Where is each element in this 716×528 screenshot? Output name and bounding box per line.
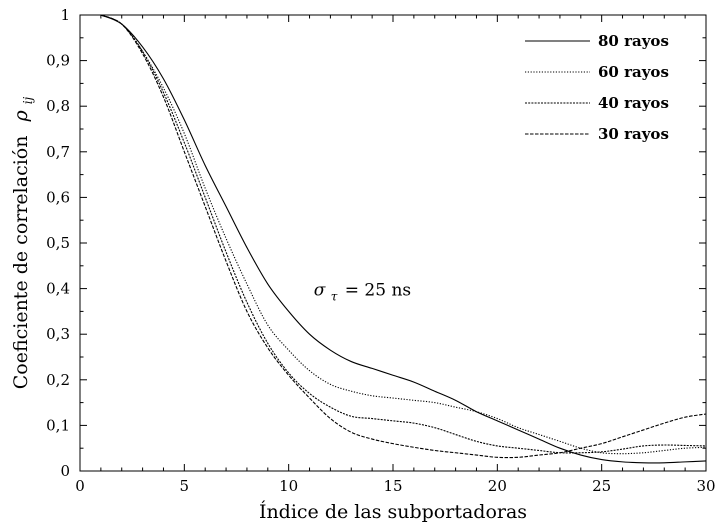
y-axis-label: Coeficiente de correlación ρ ij <box>10 96 35 389</box>
y-tick-label: 0,1 <box>46 416 70 434</box>
y-tick-label: 0,3 <box>46 325 70 343</box>
annotation-symbol: σ <box>314 280 326 300</box>
legend-label-3: 40 rayos <box>598 94 669 112</box>
legend-label-4: 30 rayos <box>598 125 669 143</box>
x-tick-label: 5 <box>180 477 190 495</box>
x-tick-label: 10 <box>279 477 298 495</box>
y-tick-label: 0,4 <box>46 280 70 298</box>
y-tick-label: 0,6 <box>46 188 70 206</box>
y-tick-label: 0,9 <box>46 52 70 70</box>
series-line-4 <box>100 14 707 459</box>
y-tick-label: 0,2 <box>46 371 70 389</box>
y-axis-label-symbol: ρ <box>10 109 32 122</box>
x-tick-labels: 0 5 10 15 20 25 30 <box>75 477 715 495</box>
series-line-1 <box>100 14 707 464</box>
legend-label-2: 60 rayos <box>598 63 669 81</box>
legend-label-1: 80 rayos <box>598 32 669 50</box>
annotation-text: = 25 ns <box>345 280 411 300</box>
y-tick-label: 1 <box>60 6 70 24</box>
y-axis-label-subscript: ij <box>21 96 35 104</box>
plot-frame <box>79 14 707 472</box>
y-tick-labels: 0 0,1 0,2 0,3 0,4 0,5 0,6 0,7 0,8 0,9 1 <box>46 6 70 480</box>
y-axis-label-text: Coeficiente de correlación <box>10 136 32 390</box>
y-tick-label: 0,7 <box>46 143 70 161</box>
y-tick-label: 0,5 <box>46 234 70 252</box>
y-tick-label: 0 <box>60 462 70 480</box>
x-tick-label: 25 <box>592 477 611 495</box>
series-lines <box>100 14 707 464</box>
x-tick-label: 0 <box>75 477 85 495</box>
series-line-3 <box>100 14 707 454</box>
y-tick-label: 0,8 <box>46 97 70 115</box>
legend: 80 rayos 60 rayos 40 rayos 30 rayos <box>525 32 669 143</box>
series-line-2 <box>100 14 707 455</box>
x-tick-label: 15 <box>383 477 402 495</box>
x-axis-label: Índice de las subportadoras <box>259 500 527 523</box>
svg-text:Coeficiente de correlación: Coeficiente de correlación ρ ij <box>10 96 35 389</box>
sigma-annotation: σ τ = 25 ns <box>314 280 411 305</box>
annotation-subscript: τ <box>331 289 338 303</box>
x-tick-label: 30 <box>696 477 715 495</box>
x-tick-label: 20 <box>488 477 507 495</box>
tick-marks <box>79 14 707 472</box>
